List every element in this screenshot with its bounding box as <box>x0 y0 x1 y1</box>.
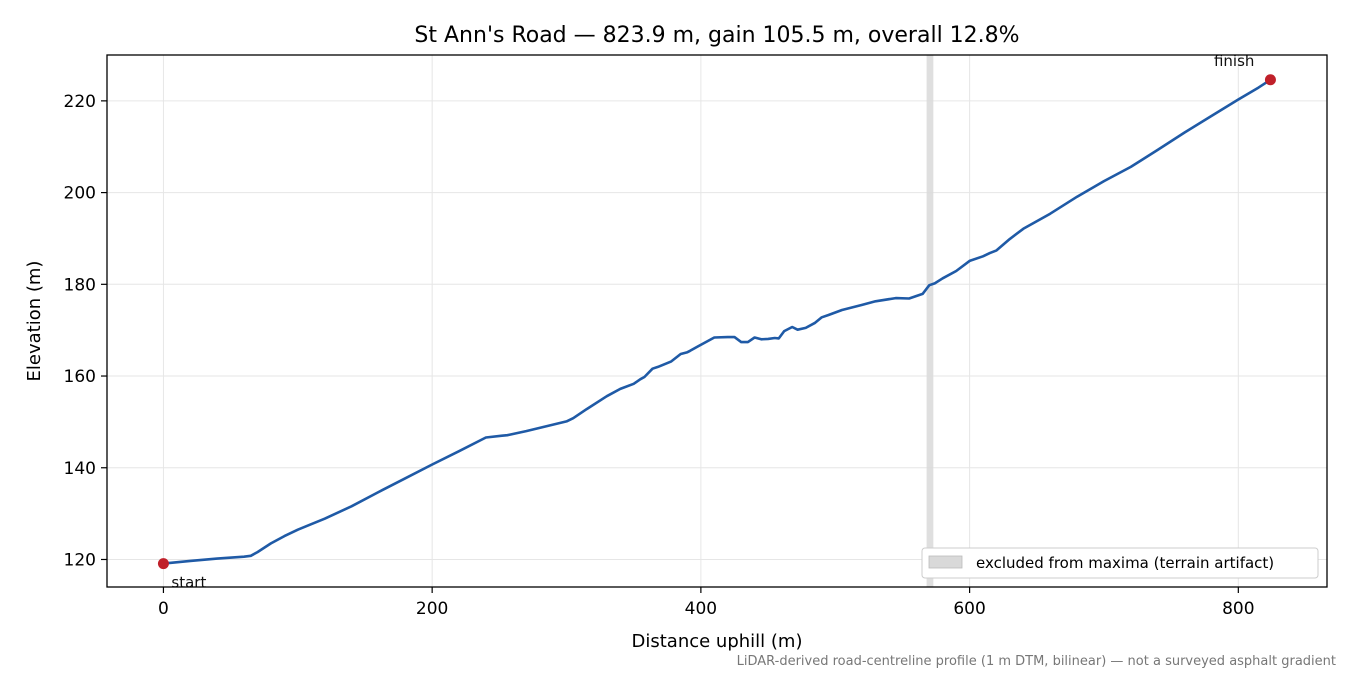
x-tick-label: 200 <box>416 599 448 619</box>
x-tick-label: 0 <box>158 599 169 619</box>
elevation-line <box>163 78 1272 565</box>
start-marker <box>157 558 169 570</box>
chart-title: St Ann's Road — 823.9 m, gain 105.5 m, o… <box>414 23 1019 48</box>
legend-swatch <box>928 555 963 569</box>
x-tick-label: 400 <box>685 599 717 619</box>
y-tick-label: 120 <box>64 550 96 570</box>
finish-label: finish <box>1214 52 1254 70</box>
x-tick-label: 600 <box>953 599 985 619</box>
y-axis-label: Elevation (m) <box>24 261 45 382</box>
y-tick-label: 180 <box>64 275 96 295</box>
footnote: LiDAR-derived road-centreline profile (1… <box>737 654 1336 669</box>
y-tick-label: 160 <box>64 367 96 387</box>
x-axis-label: Distance uphill (m) <box>632 631 803 652</box>
y-tick-label: 200 <box>64 184 96 204</box>
axes-frame <box>106 54 1328 588</box>
plot-area: start finish 0 200 400 600 800 120 140 160 180 200 2… <box>64 52 1328 619</box>
start-label: start <box>171 574 206 592</box>
y-tick-label: 140 <box>64 459 96 479</box>
excluded-band <box>926 55 934 587</box>
x-tick-label: 800 <box>1222 599 1254 619</box>
finish-marker <box>1264 74 1276 86</box>
legend-box <box>921 547 1319 579</box>
legend-label: excluded from maxima (terrain artifact) <box>976 554 1274 572</box>
legend: excluded from maxima (terrain artifact) <box>921 547 1319 579</box>
y-tick-label: 220 <box>64 92 96 112</box>
